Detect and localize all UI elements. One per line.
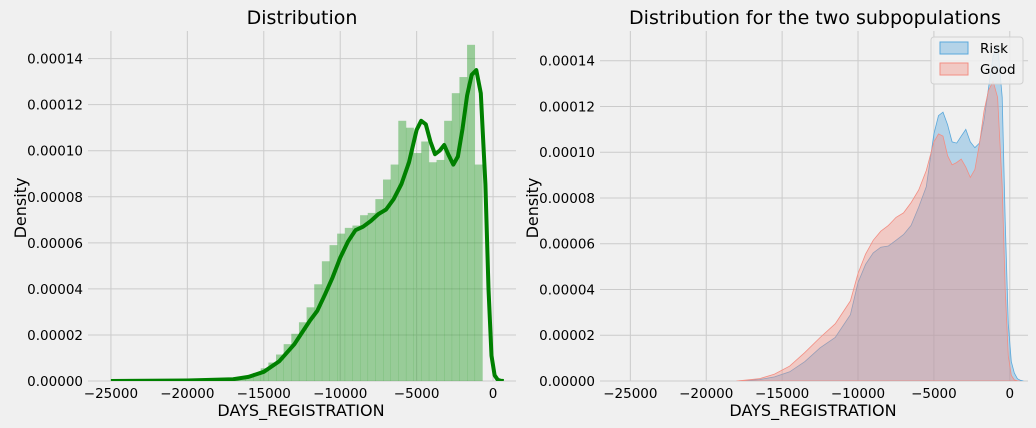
- histogram-bar: [344, 227, 353, 381]
- x-tick-label: 0: [1005, 386, 1014, 402]
- x-tick-label: −20000: [679, 386, 733, 402]
- legend-label-risk: Risk: [980, 41, 1008, 57]
- histogram-bar: [436, 159, 445, 381]
- y-tick-label: 0.00004: [539, 282, 595, 298]
- y-axis-label: Density: [523, 178, 542, 239]
- histogram-bar: [459, 77, 468, 381]
- histogram-bar: [253, 372, 262, 381]
- histogram-bar: [321, 261, 330, 381]
- y-tick-label: 0.00008: [539, 191, 595, 207]
- chart-panel-1: −25000 −20000 −15000 −10000 −5000 0 0.00000 0.0…: [11, 7, 516, 421]
- y-tick-label: 0.00000: [539, 374, 595, 390]
- y-tick-label: 0.00006: [539, 237, 595, 253]
- x-axis-label: DAYS_REGISTRATION: [729, 401, 896, 421]
- histogram-bar: [283, 344, 292, 381]
- histogram-bar: [474, 164, 483, 381]
- y-tick-label: 0.00006: [27, 236, 83, 252]
- y-tick-label: 0.00008: [27, 190, 83, 206]
- y-tick-label: 0.00010: [27, 144, 83, 160]
- x-tick-label: −25000: [84, 386, 138, 402]
- histogram-bar: [375, 199, 384, 381]
- density-area-good: [736, 80, 1021, 381]
- histogram-bar: [268, 362, 277, 381]
- histogram-bar: [306, 307, 315, 381]
- histogram-bar: [260, 368, 269, 381]
- x-axis-label: DAYS_REGISTRATION: [217, 401, 384, 421]
- x-tick-label: −15000: [755, 386, 809, 402]
- plot-area: [736, 44, 1024, 381]
- chart-panel-2: −25000 −20000 −15000 −10000 −5000 0 0.00000 0.0…: [523, 7, 1028, 421]
- x-tick-label: −20000: [160, 386, 214, 402]
- y-tick-label: 0.00010: [539, 145, 595, 161]
- histogram-bar: [390, 164, 399, 381]
- y-axis-label: Density: [11, 178, 30, 239]
- histogram-bar: [276, 354, 284, 381]
- histogram-bar: [298, 322, 307, 381]
- legend-swatch-good: [939, 62, 969, 76]
- y-tick-label: 0.00012: [27, 98, 83, 114]
- density-area-risk: [736, 44, 1024, 381]
- legend-box: [930, 36, 1024, 85]
- y-tick-label: 0.00002: [539, 328, 595, 344]
- x-tick-label: −10000: [313, 386, 367, 402]
- x-tick-label: −25000: [603, 386, 657, 402]
- histogram-bar: [444, 120, 453, 381]
- grid: [88, 31, 516, 382]
- histogram-bar: [421, 141, 430, 381]
- y-tick-label: 0.00012: [539, 99, 595, 115]
- plot-area: [110, 44, 504, 381]
- y-tick-label: 0.00014: [27, 52, 83, 68]
- histogram-bar: [329, 245, 338, 381]
- x-tick-label: −5000: [394, 386, 440, 402]
- histogram-bar: [467, 44, 476, 381]
- histogram-bar: [428, 162, 437, 381]
- histogram-bar: [291, 333, 300, 381]
- y-tick-label: 0.00002: [27, 328, 83, 344]
- y-tick-label: 0.00004: [27, 282, 83, 298]
- histogram-bar: [337, 233, 346, 381]
- chart-title: Distribution for the two subpopulations: [629, 7, 1001, 29]
- y-tick-label: 0.00000: [27, 374, 83, 390]
- legend-label-good: Good: [980, 62, 1016, 78]
- x-tick-label: −10000: [831, 386, 885, 402]
- histogram-bar: [413, 153, 422, 381]
- chart-title: Distribution: [247, 7, 358, 29]
- x-tick-label: 0: [489, 386, 498, 402]
- histogram-bar: [398, 120, 407, 381]
- histogram-bar: [383, 179, 391, 381]
- histogram-bar: [405, 127, 414, 381]
- histogram-bar: [360, 215, 369, 381]
- histogram-bar: [352, 225, 361, 381]
- x-tick-label: −5000: [911, 386, 957, 402]
- kde-line: [110, 68, 504, 381]
- legend: Risk Good: [930, 36, 1024, 85]
- histogram-bar: [451, 93, 460, 381]
- legend-swatch-risk: [939, 41, 969, 55]
- x-tick-label: −15000: [237, 386, 291, 402]
- y-tick-label: 0.00014: [539, 54, 595, 70]
- histogram-bar: [314, 284, 323, 381]
- histogram-bar: [367, 212, 376, 381]
